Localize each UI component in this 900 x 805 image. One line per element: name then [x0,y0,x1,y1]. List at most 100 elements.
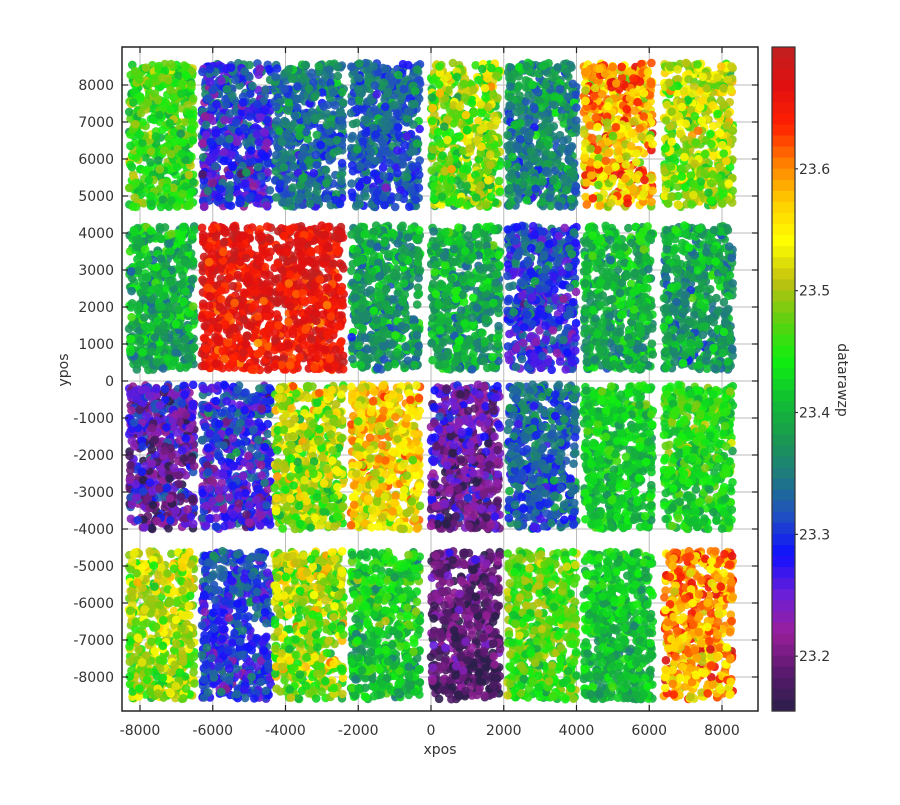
data-point [677,172,687,181]
data-point [321,165,331,175]
data-point [506,82,515,91]
data-point [305,199,315,208]
data-point [172,202,182,211]
data-point [598,90,607,99]
data-point [151,73,160,82]
data-point [393,146,402,155]
data-point [200,112,210,121]
data-point [640,175,649,185]
data-point [280,84,290,94]
data-point [217,76,226,86]
data-point [602,118,612,127]
data-point [280,116,289,126]
data-point [147,295,157,304]
data-point [381,116,390,125]
data-point [632,149,641,158]
data-point [626,141,636,151]
data-point [158,195,168,204]
data-point [402,173,412,182]
data-point [166,59,176,69]
data-point [155,288,164,298]
data-point [394,70,403,80]
data-point [139,101,148,111]
data-point [140,245,150,254]
data-point [245,158,254,167]
data-point [503,130,512,140]
data-point [302,116,312,125]
data-point [440,122,449,131]
data-point [290,111,300,121]
data-point [553,63,562,72]
data-point [347,97,357,106]
data-point [177,79,187,88]
data-point [681,119,690,128]
data-point [405,202,414,211]
data-point [212,100,221,109]
data-point [262,138,272,147]
data-point [586,144,595,153]
data-point [159,364,168,373]
data-point [608,62,617,72]
data-point [411,86,420,96]
data-point [296,180,305,190]
data-point [508,152,517,162]
data-point [370,81,380,90]
data-point [724,179,733,188]
data-point [241,179,250,188]
data-point [673,65,682,74]
data-point [587,133,597,143]
data-point [494,176,504,186]
data-point [645,134,655,143]
data-point [629,117,639,126]
data-point [526,147,536,156]
data-point [135,92,145,101]
data-point [171,320,181,329]
data-point [621,160,631,169]
data-point [174,305,184,315]
data-point [593,122,602,132]
data-point [135,75,144,84]
data-point [383,87,393,97]
data-point [177,149,186,159]
data-point [253,99,262,109]
data-point [160,333,169,342]
data-point [294,195,304,204]
data-point [622,105,632,114]
data-point [311,113,321,122]
data-point [201,120,211,130]
data-point [179,243,189,253]
data-point [495,187,505,196]
data-point [704,188,713,197]
data-point [142,272,151,282]
data-point [130,66,140,76]
data-point [284,196,294,206]
data-point [262,222,272,231]
data-point [253,162,263,172]
data-point [293,103,302,112]
data-point [188,118,197,127]
data-point [332,135,342,145]
data-point [462,182,472,191]
data-point [245,60,254,70]
data-point [414,170,424,180]
data-point [181,62,191,72]
data-point [144,79,153,88]
data-point [719,189,728,198]
data-point [544,169,553,178]
data-point [166,278,176,287]
data-point [205,156,214,165]
data-point [535,141,545,150]
data-point [675,129,685,139]
data-point [524,91,533,100]
data-point [580,129,589,139]
data-point [530,104,539,114]
data-point [316,140,326,150]
data-point [363,160,373,169]
data-point [557,113,567,122]
data-point [406,185,416,195]
data-point [198,67,207,77]
data-point [254,137,264,147]
data-point [505,73,514,83]
data-point [643,68,653,77]
data-point [152,358,161,367]
